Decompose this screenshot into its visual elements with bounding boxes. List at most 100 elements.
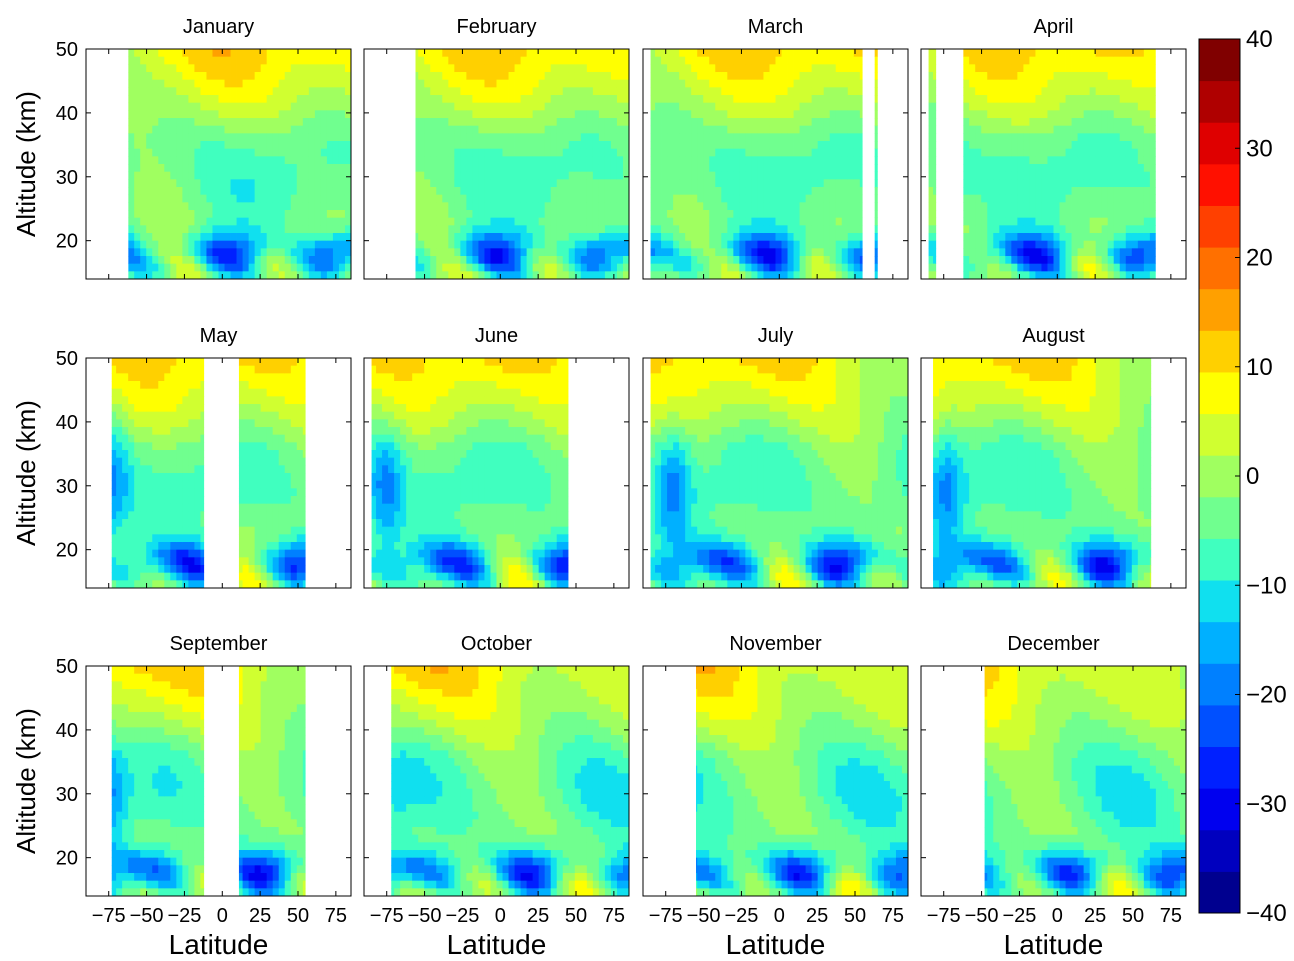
field-cell: [382, 256, 388, 264]
field-cell: [586, 133, 594, 142]
field-cell: [799, 125, 807, 134]
field-cell: [424, 210, 431, 219]
field-cell: [902, 164, 908, 172]
field-cell: [296, 210, 304, 219]
field-cell: [430, 171, 437, 180]
field-cell: [508, 102, 515, 111]
field-cell: [260, 110, 268, 119]
field-cell: [98, 72, 104, 80]
field-cell: [691, 256, 698, 265]
field-cell: [278, 118, 286, 127]
field-cell: [727, 248, 734, 257]
field-cell: [667, 110, 674, 119]
field-cell: [775, 125, 782, 134]
field-cell: [616, 202, 624, 211]
field-cell: [158, 64, 165, 73]
field-cell: [284, 118, 292, 127]
field-cell: [902, 202, 908, 210]
field-cell: [302, 125, 310, 134]
field-cell: [344, 56, 351, 65]
field-cell: [787, 179, 794, 188]
field-cell: [110, 179, 116, 187]
field-cell: [442, 210, 449, 219]
field-cell: [128, 263, 135, 272]
field-cell: [1017, 125, 1024, 134]
field-cell: [260, 217, 268, 226]
field-cell: [490, 187, 497, 196]
field-cell: [769, 210, 776, 219]
field-cell: [230, 156, 237, 165]
field-cell: [1011, 164, 1018, 173]
field-cell: [751, 263, 758, 272]
field-cell: [296, 217, 304, 226]
field-cell: [104, 95, 110, 103]
field-cell: [104, 87, 110, 95]
field-cell: [406, 210, 412, 218]
field-cell: [841, 64, 849, 73]
field-cell: [86, 49, 92, 57]
field-cell: [616, 179, 624, 188]
field-cell: [685, 210, 692, 219]
field-cell: [406, 95, 412, 103]
field-cell: [1035, 240, 1042, 249]
field-cell: [1047, 148, 1054, 157]
field-cell: [975, 49, 982, 58]
field-cell: [388, 49, 394, 57]
field-cell: [1071, 110, 1078, 119]
field-cell: [388, 87, 394, 95]
field-cell: [436, 118, 443, 127]
field-cell: [781, 64, 788, 73]
field-cell: [284, 194, 292, 203]
field-cell: [1065, 110, 1072, 119]
field-cell: [224, 187, 231, 196]
field-cell: [733, 233, 740, 242]
field-cell: [86, 95, 92, 103]
field-cell: [110, 156, 116, 164]
field-cell: [655, 233, 662, 242]
field-cell: [745, 248, 752, 257]
field-cell: [871, 233, 878, 242]
field-cell: [110, 248, 116, 256]
field-cell: [616, 171, 624, 180]
field-cell: [568, 225, 576, 234]
field-cell: [604, 187, 612, 196]
field-cell: [586, 171, 594, 180]
field-cell: [697, 233, 704, 242]
field-cell: [496, 210, 503, 219]
field-cell: [1065, 233, 1072, 242]
field-cell: [272, 225, 280, 234]
field-cell: [574, 202, 582, 211]
field-cell: [376, 225, 382, 233]
field-cell: [655, 95, 662, 104]
field-cell: [1107, 179, 1115, 188]
field-cell: [194, 102, 201, 111]
field-cell: [928, 233, 934, 242]
field-cell: [902, 187, 908, 195]
field-cell: [188, 194, 195, 203]
field-cell: [266, 125, 274, 134]
field-cell: [884, 87, 890, 95]
field-cell: [266, 225, 274, 234]
field-cell: [697, 49, 704, 58]
field-cell: [709, 141, 716, 150]
field-cell: [146, 271, 153, 279]
field-cell: [981, 133, 988, 142]
field-cell: [963, 49, 970, 58]
field-cell: [1011, 187, 1018, 196]
field-cell: [544, 141, 552, 150]
field-cell: [376, 64, 382, 72]
field-cell: [799, 202, 807, 211]
field-cell: [266, 141, 274, 150]
field-cell: [164, 248, 171, 257]
field-cell: [176, 110, 183, 119]
field-cell: [951, 79, 958, 88]
field-march: [650, 49, 908, 279]
field-cell: [610, 156, 618, 165]
field-cell: [622, 256, 629, 265]
field-cell: [254, 125, 262, 134]
field-cell: [544, 72, 552, 81]
field-cell: [344, 110, 351, 119]
field-cell: [478, 171, 485, 180]
field-cell: [388, 256, 394, 264]
field-cell: [775, 156, 782, 165]
